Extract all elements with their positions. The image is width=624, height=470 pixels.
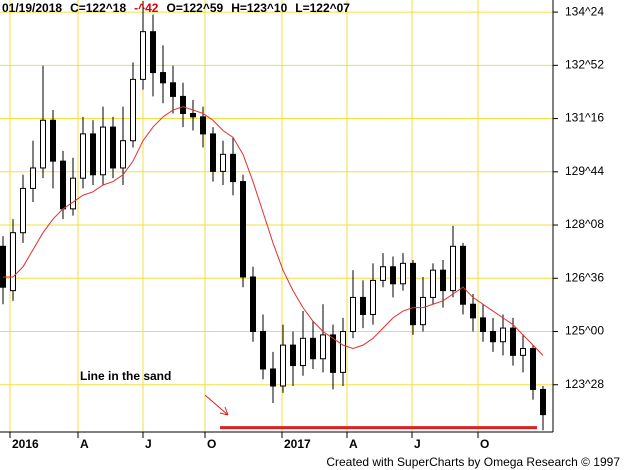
candle-body — [230, 153, 236, 183]
candle-body — [0, 245, 6, 288]
candle-body — [180, 95, 186, 114]
candle-body — [210, 133, 216, 172]
candles — [0, 1, 546, 431]
candle-body — [430, 269, 436, 298]
candle-body — [250, 276, 256, 332]
candle-body — [270, 368, 276, 387]
candle-body — [160, 72, 166, 84]
candle-body — [470, 303, 476, 319]
candle-body — [70, 177, 76, 210]
x-tick-label: J — [414, 437, 421, 451]
x-tick-label: O — [480, 437, 489, 451]
y-tick-label: 126^36 — [565, 270, 604, 284]
candle-body — [30, 167, 36, 189]
candle-body — [440, 269, 446, 292]
candle-body — [510, 327, 516, 356]
header-item: 01/19/2018 — [2, 1, 62, 15]
candle-body — [170, 82, 176, 97]
header-item: L=122^07 — [295, 1, 350, 15]
candle-body — [390, 266, 396, 285]
candle-body — [200, 116, 206, 135]
candle-body — [400, 262, 406, 285]
candle-body — [140, 31, 146, 80]
candle-body — [260, 330, 266, 370]
x-tick-label: A — [80, 437, 89, 451]
x-tick-label: 2017 — [284, 437, 311, 451]
candle-body — [480, 317, 486, 332]
annotation-arrow — [204, 394, 229, 416]
header: 01/19/2018 C=122^18 -^42 O=122^59 H=123^10 L=… — [2, 1, 350, 15]
candle-body — [360, 296, 366, 315]
x-tick-label: O — [207, 437, 216, 451]
x-tick-label: A — [349, 437, 358, 451]
x-tick-label: J — [145, 437, 152, 451]
candle-body — [330, 334, 336, 373]
candle-body — [500, 327, 506, 343]
candle-body — [90, 133, 96, 176]
candle-body — [290, 344, 296, 367]
y-tick-label: 129^44 — [565, 164, 604, 178]
y-tick-label: 132^52 — [565, 57, 604, 71]
candle-body — [380, 266, 386, 281]
y-tick-label: 125^00 — [565, 324, 604, 338]
candle-body — [40, 119, 46, 169]
x-tick-label: 2016 — [12, 437, 39, 451]
candle-body — [130, 78, 136, 142]
candle-body — [150, 31, 156, 74]
header-item: H=123^10 — [231, 1, 287, 15]
candle-body — [310, 337, 316, 360]
y-tick-label: 134^24 — [565, 4, 604, 18]
candle-body — [350, 296, 356, 332]
candle-body — [100, 126, 106, 176]
candle-body — [240, 181, 246, 278]
y-tick-label: 123^28 — [565, 377, 604, 391]
candle-body — [10, 232, 16, 292]
candle-body — [280, 344, 286, 387]
candle-body — [490, 330, 496, 343]
candle-body — [520, 348, 526, 356]
candle-body — [340, 330, 346, 373]
candle-body — [450, 245, 456, 292]
y-tick-label: 131^16 — [565, 111, 604, 125]
candle-body — [190, 112, 196, 118]
candle-body — [530, 348, 536, 390]
annotation: Line in the sand — [80, 369, 171, 383]
candle-body — [370, 279, 376, 315]
candle-body — [460, 245, 466, 305]
candle-body — [110, 126, 116, 169]
candle-body — [50, 119, 56, 162]
candle-body — [60, 160, 66, 210]
moving-average — [3, 106, 544, 356]
candle-body — [120, 140, 126, 169]
header-item: -^42 — [134, 1, 159, 15]
candle-body — [80, 133, 86, 179]
header-item: C=122^18 — [70, 1, 126, 15]
candle-body — [540, 388, 546, 416]
candle-body — [320, 334, 326, 360]
header-item: O=122^59 — [166, 1, 223, 15]
footer: Created with SuperCharts by Omega Resear… — [326, 455, 620, 469]
candle-body — [300, 337, 306, 367]
candle-body — [410, 262, 416, 326]
candle-body — [20, 187, 26, 234]
candle-body — [420, 296, 426, 326]
candle-body — [220, 153, 226, 172]
y-tick-label: 128^08 — [565, 217, 604, 231]
